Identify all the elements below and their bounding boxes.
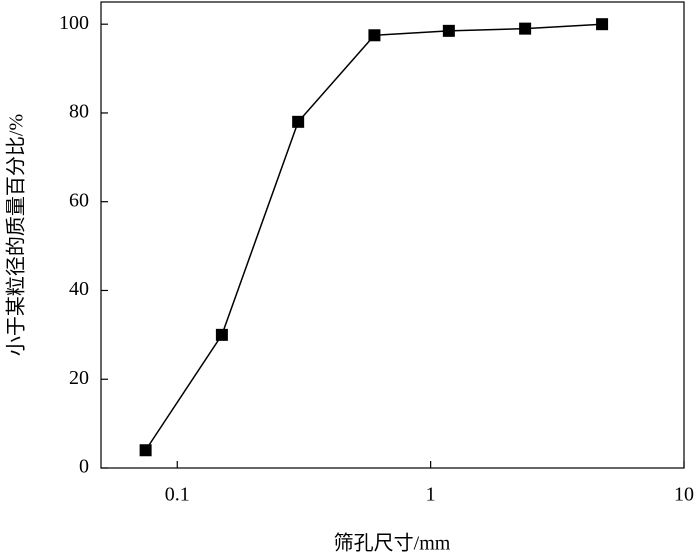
x-tick-label: 10	[674, 484, 694, 506]
y-axis-label: 小于某粒径的质量百分比/%	[5, 114, 28, 356]
x-tick-label: 0.1	[165, 484, 190, 506]
point-marker	[139, 444, 152, 457]
point-marker	[442, 24, 455, 37]
point-marker	[596, 18, 609, 31]
y-tick-label: 100	[59, 12, 89, 34]
y-tick-label: 60	[69, 189, 89, 211]
point-marker	[215, 328, 228, 341]
y-tick-label: 20	[69, 367, 89, 389]
y-tick-label: 80	[69, 101, 89, 123]
x-axis-label: 筛孔尺寸/mm	[334, 532, 451, 555]
point-marker	[292, 115, 305, 128]
point-marker	[368, 29, 381, 42]
series-line	[144, 23, 603, 451]
x-tick-label: 1	[426, 484, 436, 506]
point-marker	[519, 22, 532, 35]
y-tick-label: 40	[69, 278, 89, 300]
y-tick-label: 0	[79, 456, 89, 478]
plot-frame	[100, 1, 685, 469]
